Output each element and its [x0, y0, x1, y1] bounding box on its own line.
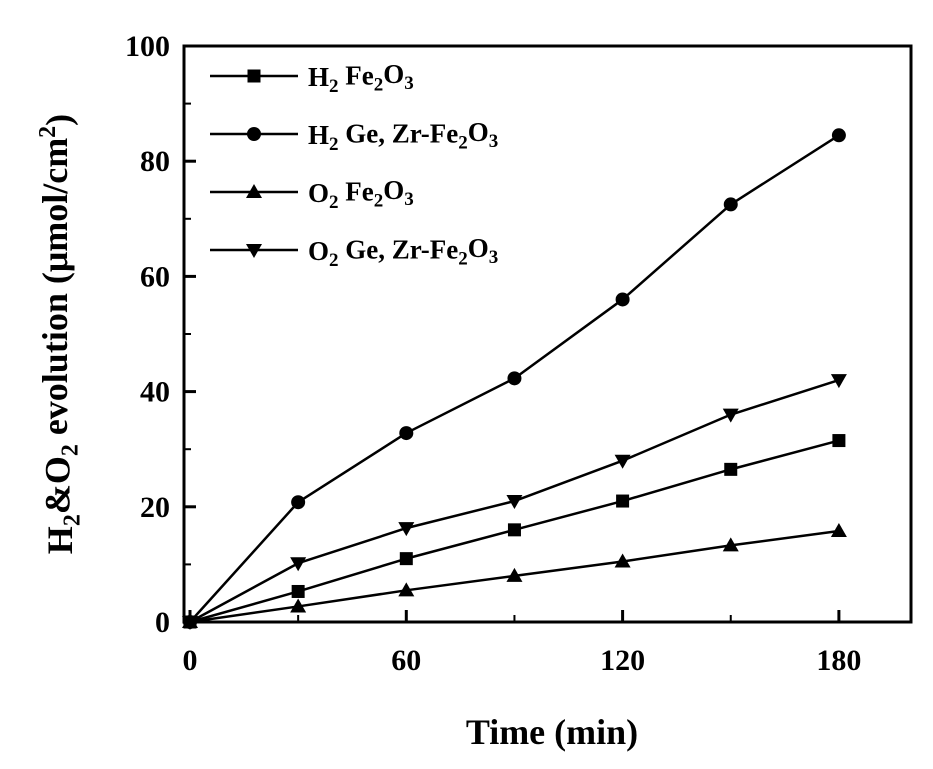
x-axis-label: Time (min) — [466, 712, 638, 752]
y-tick-label: 60 — [140, 260, 170, 293]
label-part: 3 — [404, 189, 414, 210]
data-point — [831, 523, 847, 537]
label-part: evolution (μmol/cm — [35, 138, 75, 444]
label-part: Ge, Zr-Fe — [339, 235, 459, 265]
x-tick-label: 0 — [183, 644, 198, 677]
series-triangle-down — [182, 374, 847, 630]
series-circle — [183, 128, 846, 629]
label-part: 2 — [329, 192, 339, 213]
label-part: 2 — [329, 76, 339, 97]
legend-entry: O2 Fe2O3 — [210, 175, 414, 213]
label-part: 3 — [489, 131, 499, 152]
data-point — [508, 523, 521, 536]
data-point — [507, 371, 521, 385]
label-part: O — [383, 59, 404, 89]
label-part: 3 — [489, 247, 499, 268]
legend-label: H2 Fe2O3 — [308, 59, 414, 97]
data-point — [723, 409, 739, 423]
label-part: 2 — [35, 126, 61, 138]
x-tick-label: 60 — [391, 644, 421, 677]
legend-marker — [248, 70, 261, 83]
label-part: 3 — [404, 73, 414, 94]
label-part: H — [308, 120, 329, 150]
label-part: 2 — [57, 444, 83, 456]
data-point — [291, 495, 305, 509]
y-tick-label: 100 — [125, 30, 170, 63]
label-part: O — [308, 236, 329, 266]
data-point — [616, 495, 629, 508]
data-point — [400, 552, 413, 565]
label-part: O — [383, 175, 404, 205]
label-part: 2 — [458, 133, 468, 154]
legend-entry: H2 Fe2O3 — [210, 59, 414, 97]
series-square — [184, 434, 846, 628]
label-part: 2 — [60, 514, 86, 526]
label-part: Fe — [339, 61, 374, 91]
data-point — [616, 292, 630, 306]
label-part: ) — [38, 114, 78, 126]
data-point — [724, 463, 737, 476]
series-triangle-up — [182, 523, 847, 628]
label-part: H — [40, 526, 80, 554]
legend-label: H2 Ge, Zr-Fe2O3 — [308, 117, 498, 155]
data-point — [724, 197, 738, 211]
label-part: 2 — [374, 191, 384, 212]
label-part: 2 — [374, 75, 384, 96]
label-part: 2 — [329, 134, 339, 155]
legend-label: O2 Fe2O3 — [308, 175, 414, 213]
label-part: H — [308, 62, 329, 92]
data-point — [832, 128, 846, 142]
x-tick-label: 180 — [816, 644, 861, 677]
label-part: &O — [38, 456, 78, 514]
data-point — [832, 434, 845, 447]
y-tick-label: 0 — [155, 606, 170, 639]
data-point — [292, 585, 305, 598]
data-point — [399, 426, 413, 440]
label-part: O — [308, 178, 329, 208]
data-point — [290, 557, 306, 571]
label-part: O — [468, 233, 489, 263]
x-tick-label: 120 — [600, 644, 645, 677]
y-tick-label: 80 — [140, 145, 170, 178]
legend-marker — [247, 127, 261, 141]
y-tick-label: 20 — [140, 491, 170, 524]
label-part: 2 — [458, 249, 468, 270]
legend-entry: O2 Ge, Zr-Fe2O3 — [210, 233, 498, 271]
label-part: Fe — [339, 177, 374, 207]
label-part: 2 — [329, 250, 339, 271]
label-part: O — [468, 117, 489, 147]
legend-label: O2 Ge, Zr-Fe2O3 — [308, 233, 498, 271]
label-part: Ge, Zr-Fe — [339, 119, 459, 149]
y-tick-label: 40 — [140, 376, 170, 409]
chart: 020406080100 060120180 H2 Fe2O3H2 Ge, Zr… — [0, 0, 933, 769]
y-axis-label: H2&O2 evolution (μmol/cm2) — [35, 114, 85, 554]
legend-entry: H2 Ge, Zr-Fe2O3 — [210, 117, 498, 155]
